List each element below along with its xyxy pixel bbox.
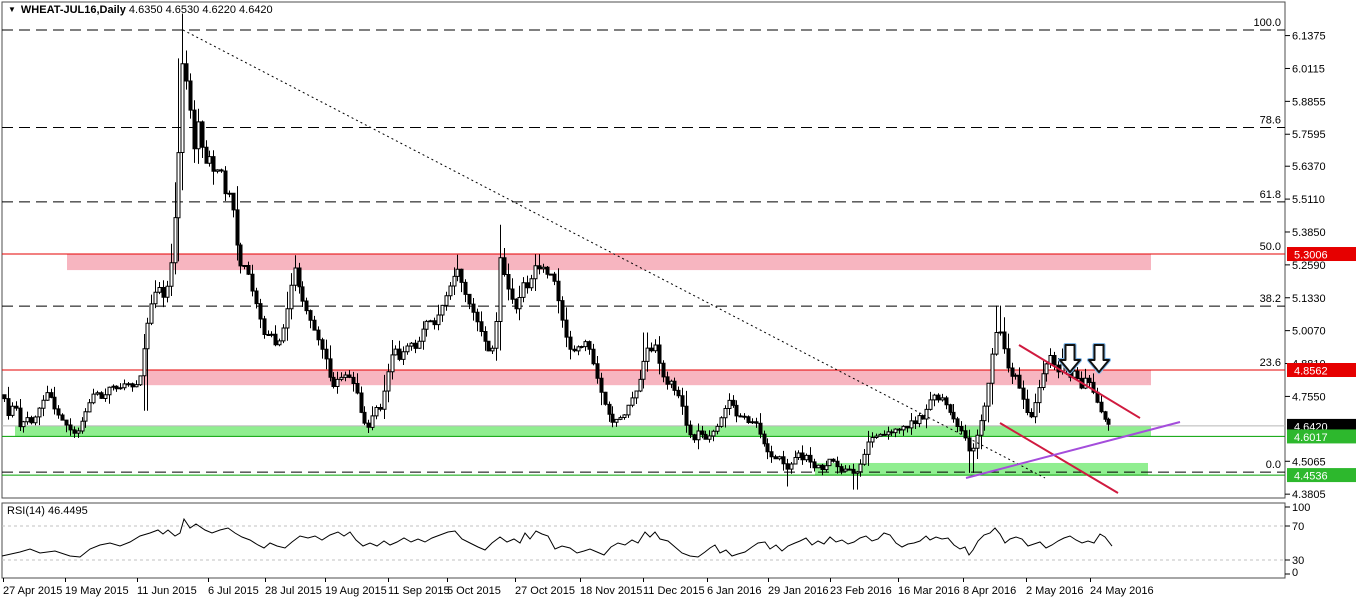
date-axis-label: 11 Dec 2015 <box>643 585 705 597</box>
price-axis-label: 5.7595 <box>1292 129 1326 141</box>
date-axis-label: 23 Feb 2016 <box>830 585 892 597</box>
fib-level-label-38.2: 38.2 <box>1260 293 1281 305</box>
price-axis-label: 5.5110 <box>1292 194 1325 206</box>
date-axis-label: 11 Jun 2015 <box>137 585 197 597</box>
price-axis-label: 5.6370 <box>1292 161 1326 173</box>
date-axis-label: 11 Sep 2015 <box>388 585 450 597</box>
date-axis-label: 27 Oct 2015 <box>515 585 575 597</box>
price-badge-4.6017 <box>1287 429 1356 444</box>
date-axis-label: 18 Nov 2015 <box>580 585 642 597</box>
date-axis-label: 8 Apr 2016 <box>963 585 1016 597</box>
rsi-axis-label-70: 70 <box>1292 521 1304 533</box>
trendline-support-purple-rising[interactable] <box>965 421 1181 479</box>
price-axis-label: 6.1375 <box>1292 31 1326 43</box>
price-axis-label: 5.1330 <box>1292 293 1326 305</box>
trendline-peak-downtrend-dotted[interactable] <box>182 29 1046 479</box>
date-axis-label: 24 May 2016 <box>1090 585 1154 597</box>
price-badge-4.4536 <box>1287 468 1356 483</box>
price-axis-label: 5.8855 <box>1292 96 1326 108</box>
price-badge-4.8562 <box>1287 363 1356 377</box>
date-axis-label: 6 Jul 2015 <box>208 585 259 597</box>
price-badge-label-5.3006: 5.3006 <box>1294 250 1328 262</box>
rsi-indicator-label: RSI(14) 46.4495 <box>7 505 88 517</box>
trendline-resistance-crimson-lower[interactable] <box>999 422 1119 494</box>
date-axis-label: 2 May 2016 <box>1026 585 1083 597</box>
support-zone-3[interactable] <box>15 425 1151 437</box>
date-axis-label: 27 Apr 2015 <box>3 585 62 597</box>
rsi-panel[interactable] <box>1 502 1286 579</box>
price-axis-label: 4.5065 <box>1292 456 1326 468</box>
date-axis-label: 16 Mar 2016 <box>898 585 960 597</box>
bullish-candles[interactable] <box>10 63 1088 474</box>
price-axis-label: 5.2590 <box>1292 260 1326 272</box>
fib-level-label-23.6: 23.6 <box>1260 357 1281 369</box>
title-ohlc-values: 4.6350 4.6530 4.6220 4.6420 <box>128 4 273 16</box>
resistance-zone-1[interactable] <box>67 254 1151 271</box>
price-axis-label: 6.0115 <box>1292 63 1325 75</box>
rsi-axis-label-100: 100 <box>1292 502 1310 514</box>
rsi-axis-label-30: 30 <box>1292 555 1304 567</box>
symbol-dropdown-icon[interactable]: ▼ <box>8 5 16 14</box>
rsi-axis-label-0: 0 <box>1292 567 1298 579</box>
main-chart-panel[interactable] <box>1 1 1286 499</box>
symbol-period-label: WHEAT-JUL16,Daily <box>20 4 126 16</box>
price-badge-4.6420 <box>1287 418 1356 433</box>
down-arrow-icon-1[interactable] <box>1059 344 1081 374</box>
date-axis-label: 5 Oct 2015 <box>447 585 501 597</box>
date-axis-label: 19 Aug 2015 <box>325 585 387 597</box>
price-axis-label: 4.3805 <box>1292 489 1326 501</box>
down-arrow-icon-2[interactable] <box>1088 344 1110 374</box>
price-axis-label: 5.3850 <box>1292 227 1326 239</box>
date-axis-label: 29 Jan 2016 <box>768 585 829 597</box>
resistance-zone-2[interactable] <box>143 370 1151 386</box>
date-axis-label: 19 May 2015 <box>65 585 129 597</box>
fib-level-label-0.0: 0.0 <box>1266 459 1281 471</box>
fib-level-label-61.8: 61.8 <box>1260 189 1281 201</box>
rsi-line[interactable] <box>1 517 1113 558</box>
price-badge-label-4.8562: 4.8562 <box>1294 366 1328 378</box>
chart-title: ▼ WHEAT-JUL16,Daily 4.6350 4.6530 4.6220 … <box>8 4 273 16</box>
price-axis-label: 5.0070 <box>1292 326 1326 338</box>
price-axis-label: 4.7550 <box>1292 391 1326 403</box>
price-badge-5.3006 <box>1287 247 1356 262</box>
date-axis-label: 28 Jul 2015 <box>265 585 322 597</box>
trendline-resistance-crimson-upper[interactable] <box>1018 344 1141 419</box>
price-badge-label-4.4536: 4.4536 <box>1294 471 1328 483</box>
fib-level-label-100.0: 100.0 <box>1253 17 1281 29</box>
fib-level-label-78.6: 78.6 <box>1260 115 1281 127</box>
date-axis-label: 6 Jan 2016 <box>707 585 761 597</box>
fib-level-label-50.0: 50.0 <box>1260 241 1281 253</box>
price-badge-label-4.6017: 4.6017 <box>1294 432 1328 444</box>
